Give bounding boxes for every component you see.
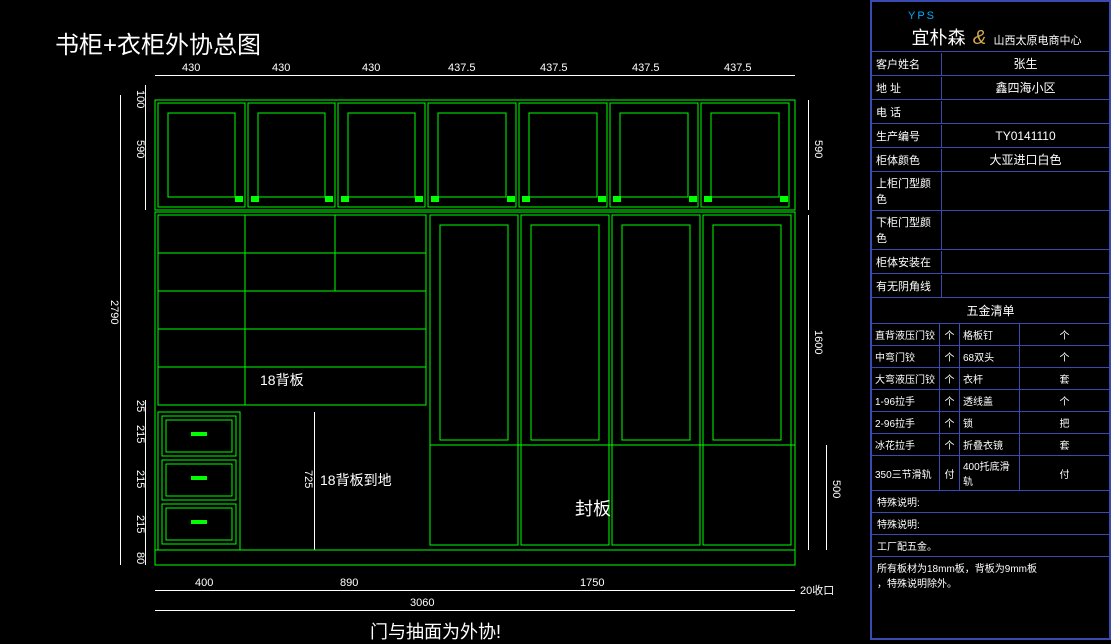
dim-drawer-total: 725 <box>302 470 314 488</box>
info-panel: YPS 宜朴森 & 山西太原电商中心 客户姓名张生 地 址鑫四海小区 电 话 生… <box>870 0 1111 640</box>
amp: & <box>973 27 986 49</box>
dim-bottom-3: 1750 <box>580 577 604 589</box>
dim-left-total: 2790 <box>108 300 120 324</box>
dim-bottom-2: 890 <box>340 577 358 589</box>
hw-title: 五金清单 <box>872 298 1109 324</box>
label-seal: 封板 <box>575 495 611 521</box>
dim-line-right-upper <box>808 100 809 210</box>
brand-name: 宜朴森 <box>911 24 965 50</box>
dim-line-left-total <box>120 95 121 565</box>
info-table: 客户姓名张生 地 址鑫四海小区 电 话 生产编号TY0141110 柜体颜色大亚… <box>872 52 1109 298</box>
dim-right-upper: 590 <box>812 140 824 158</box>
dim-bottom-total: 3060 <box>410 597 434 609</box>
subbrand: 山西太原电商中心 <box>994 35 1082 47</box>
drawing-title: 书柜+衣柜外协总图 <box>55 25 261 60</box>
logo-yps: YPS <box>908 10 936 22</box>
note-4: 所有板材为18mm板，背板为9mm板，特殊说明除外。 <box>872 557 1109 593</box>
dim-line-bottom1 <box>155 590 795 591</box>
panel-header: YPS 宜朴森 & 山西太原电商中心 <box>872 2 1109 52</box>
info-row-updoor: 上柜门型颜色 <box>872 172 1109 211</box>
dim-top-6: 437.5 <box>632 62 660 74</box>
info-row-install: 柜体安装在 <box>872 250 1109 274</box>
note-1: 特殊说明: <box>872 491 1109 513</box>
dim-top-4: 437.5 <box>448 62 476 74</box>
hw-table: 直背液压门铰个格板钉个 中弯门铰个68双头个 大弯液压门铰个衣杆套 1-96拉手… <box>872 324 1109 491</box>
note-2: 特殊说明: <box>872 513 1109 535</box>
dim-top-5: 437.5 <box>540 62 568 74</box>
dim-line-bottom2 <box>155 610 795 611</box>
dim-bottom-1: 400 <box>195 577 213 589</box>
info-row-customer: 客户姓名张生 <box>872 52 1109 76</box>
dim-top-1: 430 <box>182 62 200 74</box>
dim-top-7: 437.5 <box>724 62 752 74</box>
bottom-note: 门与抽面为外协! <box>370 618 501 644</box>
info-row-corner: 有无阴角线 <box>872 274 1109 298</box>
dim-right-lower: 1600 <box>812 330 824 354</box>
note-3: 工厂配五金。 <box>872 535 1109 557</box>
dim-line-right-lower <box>808 215 809 550</box>
dim-top-3: 430 <box>362 62 380 74</box>
dim-top-2: 430 <box>272 62 290 74</box>
dim-line-drawer-total <box>314 412 315 550</box>
label-back18-floor: 18背板到地 <box>320 470 392 490</box>
dim-line-top <box>155 75 795 76</box>
label-back18: 18背板 <box>260 370 304 390</box>
info-row-phone: 电 话 <box>872 100 1109 124</box>
dim-edge: 20收口 <box>800 582 834 598</box>
dim-line-right-seal <box>826 445 827 550</box>
dim-right-seal: 500 <box>830 480 842 498</box>
cabinet-svg <box>0 0 870 640</box>
dim-line-drawers <box>145 400 146 565</box>
dim-line-left-upper <box>145 85 146 210</box>
info-row-prodno: 生产编号TY0141110 <box>872 124 1109 148</box>
info-row-color: 柜体颜色大亚进口白色 <box>872 148 1109 172</box>
info-row-lowdoor: 下柜门型颜色 <box>872 211 1109 250</box>
drawing-canvas: 书柜+衣柜外协总图 430 430 430 437.5 437.5 437.5 … <box>0 0 870 640</box>
info-row-address: 地 址鑫四海小区 <box>872 76 1109 100</box>
